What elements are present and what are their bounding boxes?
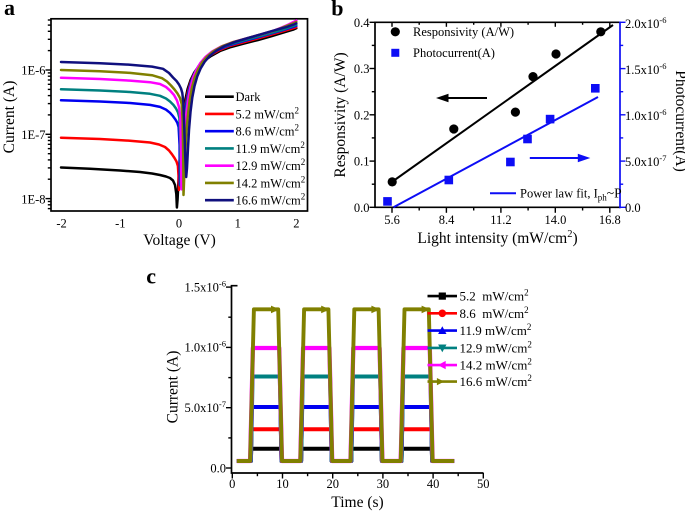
svg-text:Photocurrent(A): Photocurrent(A) — [413, 46, 495, 60]
svg-text:16.8: 16.8 — [599, 213, 621, 227]
svg-text:c: c — [146, 263, 156, 288]
svg-text:8.6 mW/cm2: 8.6 mW/cm2 — [236, 123, 300, 139]
svg-text:10: 10 — [276, 477, 289, 491]
svg-text:11.9 mW/cm2: 11.9 mW/cm2 — [236, 140, 305, 156]
svg-text:2.0x10-6: 2.0x10-6 — [625, 15, 666, 31]
svg-text:8.4: 8.4 — [439, 213, 455, 227]
svg-text:1.0x10-6: 1.0x10-6 — [625, 107, 666, 123]
svg-text:-2: -2 — [56, 216, 66, 230]
svg-text:1.5x10-6: 1.5x10-6 — [185, 278, 226, 294]
svg-text:0.1: 0.1 — [354, 155, 370, 169]
svg-text:11.9 mW/cm2: 11.9 mW/cm2 — [460, 322, 532, 338]
svg-text:12.9 mW/cm2: 12.9 mW/cm2 — [460, 340, 532, 356]
svg-text:0.0: 0.0 — [210, 461, 226, 475]
svg-text:Photocurrent(A): Photocurrent(A) — [672, 70, 685, 172]
svg-text:2: 2 — [293, 216, 299, 230]
svg-text:Responsivity (A/W): Responsivity (A/W) — [413, 25, 514, 39]
svg-text:11.2: 11.2 — [490, 213, 511, 227]
svg-text:0: 0 — [229, 477, 235, 491]
svg-text:1: 1 — [235, 216, 241, 230]
svg-text:8.6 mW/cm2: 8.6 mW/cm2 — [460, 305, 529, 321]
svg-text:14.0: 14.0 — [544, 213, 566, 227]
svg-text:12.9 mW/cm2: 12.9 mW/cm2 — [236, 157, 306, 173]
svg-text:5.2 mW/cm2: 5.2 mW/cm2 — [236, 105, 300, 121]
svg-text:16.6 mW/cm2: 16.6 mW/cm2 — [236, 192, 306, 208]
svg-text:Current (A): Current (A) — [1, 81, 18, 154]
svg-text:Current (A): Current (A) — [165, 351, 182, 424]
svg-text:5.2 mW/cm2: 5.2 mW/cm2 — [460, 288, 529, 304]
svg-text:0.0: 0.0 — [625, 201, 641, 215]
svg-text:5.0x10-7: 5.0x10-7 — [185, 399, 226, 415]
svg-text:Time (s): Time (s) — [331, 494, 383, 511]
svg-text:Power law fit, Iph~P: Power law fit, Iph~P — [520, 186, 622, 203]
svg-text:0.3: 0.3 — [354, 62, 370, 76]
svg-text:0.4: 0.4 — [354, 16, 370, 30]
svg-text:1E-8: 1E-8 — [21, 192, 45, 206]
svg-text:-1: -1 — [115, 216, 125, 230]
svg-text:0: 0 — [176, 216, 182, 230]
svg-text:1E-6: 1E-6 — [21, 63, 45, 77]
svg-text:0.0: 0.0 — [354, 201, 370, 215]
svg-text:Light intensity (mW/cm2): Light intensity (mW/cm2) — [417, 229, 577, 247]
svg-text:1.5x10-6: 1.5x10-6 — [625, 61, 666, 77]
svg-text:16.6 mW/cm2: 16.6 mW/cm2 — [460, 373, 532, 389]
svg-text:5.6: 5.6 — [384, 213, 400, 227]
svg-text:14.2 mW/cm2: 14.2 mW/cm2 — [236, 174, 306, 190]
svg-text:a: a — [4, 0, 15, 20]
svg-text:Responsivity (A/W): Responsivity (A/W) — [332, 52, 349, 177]
svg-text:b: b — [331, 0, 343, 20]
svg-text:50: 50 — [477, 477, 490, 491]
svg-text:30: 30 — [377, 477, 390, 491]
svg-text:14.2 mW/cm2: 14.2 mW/cm2 — [460, 357, 532, 373]
svg-text:1E-7: 1E-7 — [21, 128, 45, 142]
svg-text:1.0x10-6: 1.0x10-6 — [185, 339, 226, 355]
svg-text:Dark: Dark — [236, 90, 262, 104]
svg-text:40: 40 — [427, 477, 440, 491]
svg-text:Voltage (V): Voltage (V) — [143, 232, 215, 249]
svg-text:20: 20 — [326, 477, 339, 491]
svg-text:0.2: 0.2 — [354, 108, 370, 122]
svg-text:5.0x10-7: 5.0x10-7 — [625, 153, 666, 169]
